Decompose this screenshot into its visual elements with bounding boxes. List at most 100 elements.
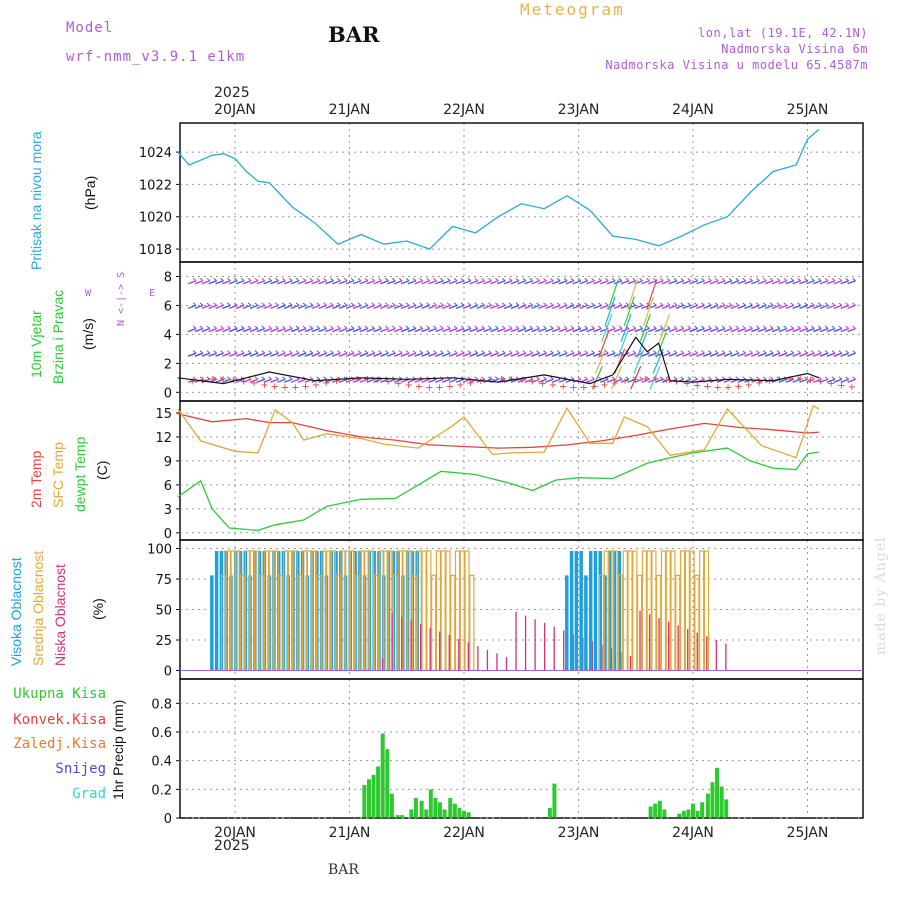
wind-arrow <box>235 280 245 285</box>
wind-arrow <box>551 304 561 310</box>
wind-arrow-head <box>446 325 451 329</box>
wind-arrow-head <box>549 350 554 354</box>
wind-arrow-head <box>282 302 286 306</box>
cloud-bar <box>534 619 536 671</box>
wind-arrow-head <box>206 350 211 354</box>
wind-arrow <box>476 304 485 310</box>
wind-arrow-head <box>721 376 726 380</box>
wind-arrow <box>414 378 424 383</box>
wind-arrow <box>414 304 424 310</box>
wind-arrow-head <box>261 325 266 329</box>
wind-arrow-head <box>330 302 334 306</box>
wind-arrow <box>311 327 320 333</box>
wind-arrow <box>387 280 396 285</box>
wind-arrow <box>510 304 520 310</box>
precip-freeze-label: Zaledj.Kisa <box>13 736 106 752</box>
wind-arrow <box>194 352 204 357</box>
wind-arrow <box>469 304 478 310</box>
wind-arrow <box>648 352 657 357</box>
wind-arrow <box>524 327 533 333</box>
wind-arrow <box>579 304 588 310</box>
wind-gust-marker: + <box>312 380 320 391</box>
wind-arrow-head <box>845 350 850 354</box>
temp-line-2 <box>177 447 819 532</box>
wind-arrow <box>606 280 616 285</box>
wind-arrow-head <box>474 302 479 306</box>
wind-arrow-head <box>756 277 760 282</box>
wind-arrow <box>799 352 808 357</box>
wind-arrow <box>441 280 451 285</box>
wind-arrow <box>277 352 286 357</box>
cloud-bar <box>617 550 622 671</box>
y-tick-label: 9 <box>164 455 172 470</box>
wind-arrow <box>641 378 650 383</box>
wind-arrow <box>764 327 774 333</box>
wind-arrow-head <box>577 325 582 329</box>
wind-arrow <box>242 352 252 357</box>
wind-arrow <box>222 352 231 357</box>
wind-arrow-head <box>680 325 685 329</box>
wind-arrow <box>187 280 197 285</box>
precip-bar <box>552 783 557 818</box>
wind-arrow-head <box>446 277 451 282</box>
wind-arrow <box>613 280 623 285</box>
wind-arrow-head <box>653 350 657 354</box>
cloud-bar <box>677 625 679 671</box>
wind-arrow <box>751 280 760 285</box>
wind-arrow <box>510 327 520 333</box>
cloud-bar <box>569 550 574 671</box>
wind-arrow-head <box>694 277 698 282</box>
wind-arrow-head <box>529 302 534 306</box>
wind-gust-marker: + <box>291 382 299 393</box>
wind-arrow-head <box>659 277 664 282</box>
wind-gust-marker: + <box>683 378 691 389</box>
wind-arrow <box>833 352 843 357</box>
wind-arrow-head <box>233 350 238 354</box>
wind-arrow-head <box>481 277 485 282</box>
wind-arrow <box>215 378 224 383</box>
wind-arrow <box>565 352 575 357</box>
wind-arrow <box>352 352 362 357</box>
wind-arrow <box>407 304 417 310</box>
wind-arrow-head <box>591 350 595 354</box>
wind-arrow <box>648 280 657 285</box>
cloud-bar <box>459 550 465 672</box>
wind-arrow-head <box>556 277 561 282</box>
wind-arrow-head <box>343 325 348 329</box>
precip-total-label: Ukupna Kisa <box>13 686 106 702</box>
wind-arrow <box>469 352 478 357</box>
wind-arrow <box>819 378 829 383</box>
wind-arrow-head <box>220 325 224 329</box>
wind-arrow <box>579 352 588 357</box>
wind-arrow-head <box>453 325 458 329</box>
wind-arrow <box>249 378 259 383</box>
wind-arrow <box>538 280 547 285</box>
wind-arrow <box>572 304 582 310</box>
wind-arrow <box>428 304 437 310</box>
wind-arrow <box>235 352 245 357</box>
wind-arrow-head <box>536 376 540 380</box>
wind-arrow <box>730 280 740 285</box>
wind-arrow <box>283 280 293 285</box>
wind-arrow-head <box>316 350 321 354</box>
wind-arrow <box>297 352 307 357</box>
wind-arrow-head <box>598 302 602 306</box>
wind-gust-marker: + <box>662 375 670 386</box>
wind-arrow-head <box>275 277 279 282</box>
wind-gust-marker: + <box>281 382 289 393</box>
wind-arrow-head <box>508 350 513 354</box>
wind-gust-marker: + <box>755 378 763 389</box>
wind-arrow <box>256 378 266 383</box>
wind-arrow <box>249 304 259 310</box>
wind-arrow-head <box>467 350 472 354</box>
wind-arrow-head <box>549 376 554 380</box>
cloud-bar <box>612 550 617 671</box>
wind-arrow-head <box>488 325 492 329</box>
wind-arrow <box>208 327 217 333</box>
wind-arrow <box>229 304 238 310</box>
wind-arrow-head <box>838 277 843 282</box>
y-tick-label: 8 <box>164 270 172 285</box>
wind-arrow-head <box>261 350 266 354</box>
wind-arrow <box>703 304 712 310</box>
wind-arrow <box>538 304 547 310</box>
